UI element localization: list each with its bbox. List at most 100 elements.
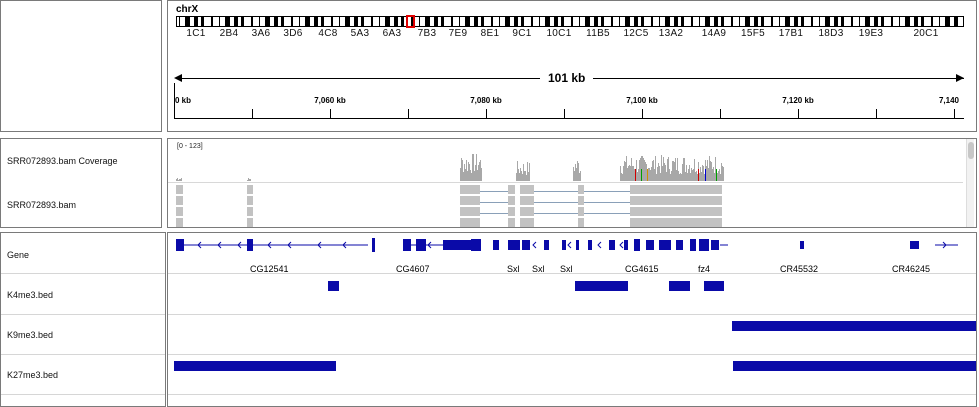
cytoband	[491, 17, 493, 26]
cytoband	[954, 17, 958, 26]
strand-arrow-icon	[317, 241, 322, 249]
strand-arrow-icon	[532, 241, 537, 249]
cytoband	[834, 17, 838, 26]
coverage-bar	[519, 173, 520, 181]
aligned-read	[508, 196, 515, 205]
bam-track-name[interactable]: SRR072893.bam	[7, 200, 77, 210]
cytoband	[241, 17, 244, 26]
gene-exon	[562, 240, 566, 250]
strand-arrow-icon	[342, 241, 347, 249]
cytoband	[859, 17, 860, 26]
cytoband	[641, 17, 644, 26]
coverage-bar	[473, 154, 474, 181]
k27me3-region[interactable]	[733, 361, 976, 371]
header-name-panel	[0, 0, 162, 132]
ruler-tick	[174, 109, 175, 119]
coverage-bar	[706, 166, 707, 181]
coverage-bar	[697, 174, 698, 181]
aligned-read	[176, 218, 183, 227]
k4me3-peak[interactable]	[669, 281, 690, 291]
cytoband	[305, 17, 310, 26]
aligned-read	[630, 196, 722, 205]
coverage-bar	[683, 158, 684, 181]
coverage-bar	[700, 167, 701, 181]
coverage-bar	[689, 165, 690, 181]
coverage-bar	[250, 179, 251, 181]
coverage-bar	[645, 162, 646, 181]
chromosome-ideogram[interactable]	[176, 16, 964, 27]
coverage-bar	[695, 172, 696, 181]
strand-arrow-icon	[237, 241, 242, 249]
coverage-bar	[684, 158, 685, 181]
cytoband	[619, 17, 620, 26]
cytoband	[514, 17, 518, 26]
cytoband	[899, 17, 900, 26]
coverage-bar	[653, 160, 654, 181]
coverage-track[interactable]	[168, 139, 963, 183]
k9me3-region[interactable]	[732, 321, 976, 331]
aligned-read	[247, 218, 253, 227]
ruler-tick-label: 7,060 kb	[314, 96, 346, 105]
track-divider	[168, 394, 976, 395]
track-separator	[168, 182, 963, 183]
coverage-bar	[673, 161, 674, 181]
chromosome-name[interactable]: chrX	[176, 4, 199, 15]
cytoband	[865, 17, 870, 26]
ruler-tick-label: 7,080 kb	[470, 96, 502, 105]
k9me3-track-name[interactable]: K9me3.bed	[7, 330, 54, 340]
gene-track[interactable]	[168, 233, 976, 274]
k4me3-peak[interactable]	[328, 281, 339, 291]
coverage-bar	[634, 169, 635, 181]
coverage-track-name[interactable]: SRR072893.bam Coverage	[7, 156, 118, 166]
coverage-bar	[527, 162, 528, 181]
coverage-bar	[654, 169, 655, 181]
gene-exon	[800, 241, 804, 249]
cytoband	[299, 17, 300, 26]
gene-track-name[interactable]: Gene	[7, 250, 30, 260]
gene-label: Sxl	[507, 264, 520, 274]
strand-arrow-icon	[197, 241, 202, 249]
k27me3-track-name[interactable]: K27me3.bed	[7, 370, 59, 380]
current-region-marker[interactable]	[406, 15, 415, 28]
k4me3-peak[interactable]	[704, 281, 724, 291]
split-read-junction	[534, 202, 578, 203]
data-panel-scroll-thumb[interactable]	[968, 142, 974, 159]
strand-arrow-icon	[267, 241, 272, 249]
coverage-bar	[720, 174, 721, 181]
k4me3-track-name[interactable]: K4me3.bed	[7, 290, 54, 300]
coverage-bar	[712, 169, 713, 181]
coverage-bar	[623, 166, 624, 181]
cytoband	[185, 17, 190, 26]
data-panel-scrollbar[interactable]	[966, 139, 974, 227]
coverage-bar	[723, 167, 724, 181]
coverage-bar	[663, 157, 664, 181]
gene-label: CG4607	[396, 264, 430, 274]
cytoband-label: 1C1	[186, 28, 206, 39]
ruler-axis-line	[174, 118, 964, 119]
gene-exon	[403, 239, 411, 251]
gene-exon	[416, 239, 426, 251]
cytoband	[881, 17, 884, 26]
split-read-junction	[584, 213, 630, 214]
cytoband	[585, 17, 590, 26]
cytoband	[819, 17, 820, 26]
cytoband	[339, 17, 340, 26]
cytoband	[234, 17, 238, 26]
coverage-bar	[713, 167, 714, 181]
alignment-track[interactable]	[168, 183, 963, 228]
coverage-bar	[707, 160, 708, 181]
coverage-mismatch	[705, 169, 706, 181]
coverage-mismatch	[641, 169, 642, 181]
k4me3-peak[interactable]	[575, 281, 628, 291]
ruler-tick	[876, 109, 877, 119]
strand-arrow-icon	[427, 241, 432, 249]
cytoband	[601, 17, 604, 26]
coverage-bar	[524, 171, 525, 181]
coverage-bar	[661, 155, 662, 181]
aligned-read	[247, 207, 253, 216]
aligned-read	[508, 207, 515, 216]
coverage-bar	[630, 166, 631, 181]
k27me3-region[interactable]	[174, 361, 336, 371]
coverage-bar	[624, 161, 625, 181]
header-panel: chrX 1C1 2B4 3A6 3D6 4C8 5A3 6A3 7B3 7E9 8E1 9C1 10…	[167, 0, 977, 132]
